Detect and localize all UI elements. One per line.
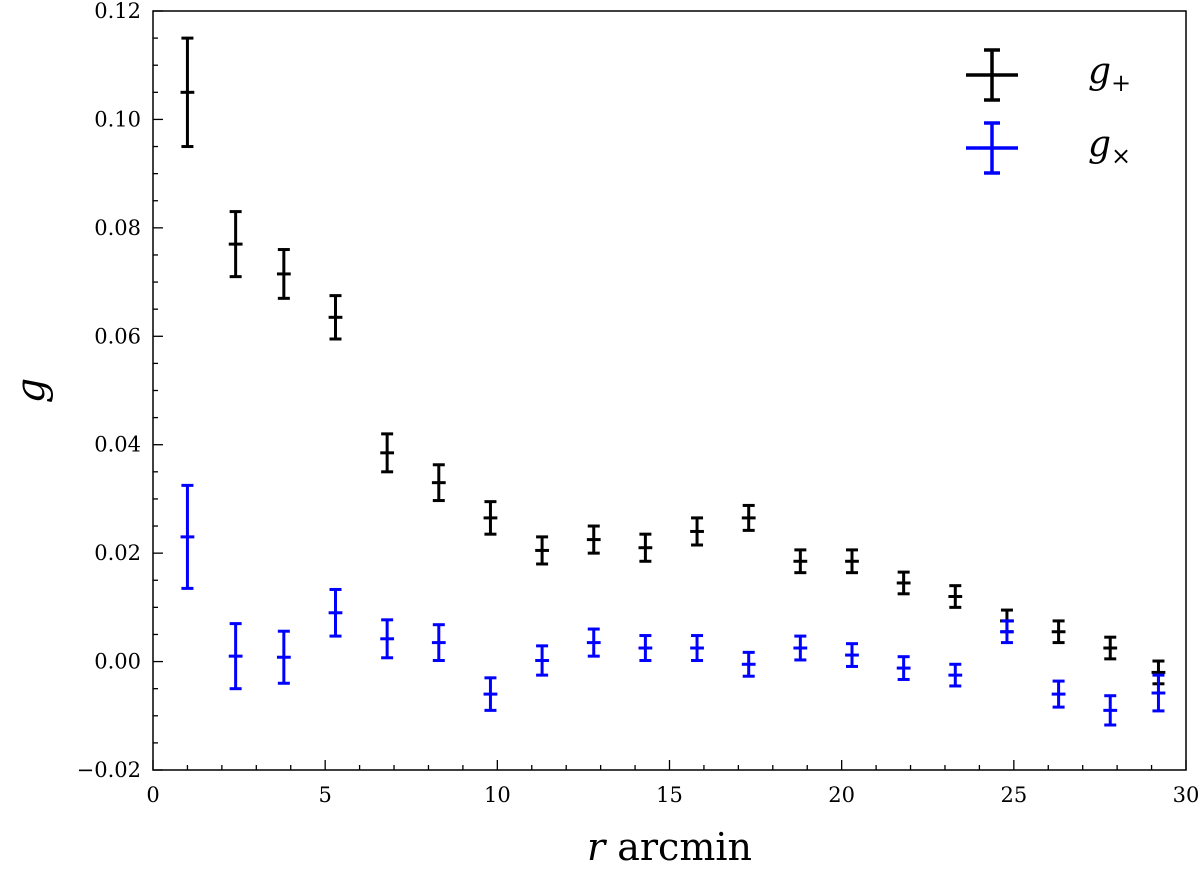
data-point bbox=[690, 516, 704, 547]
data-point bbox=[741, 650, 756, 678]
data-point bbox=[793, 634, 808, 662]
y-tick-label: −0.02 bbox=[77, 758, 141, 782]
series-1 bbox=[180, 483, 1166, 727]
data-point bbox=[483, 500, 498, 536]
data-point bbox=[793, 548, 808, 575]
legend-label: g+ bbox=[1088, 51, 1131, 97]
legend-marker bbox=[966, 121, 1018, 175]
x-axis-label: r arcmin bbox=[587, 825, 752, 869]
data-point bbox=[948, 662, 963, 688]
data-point bbox=[896, 655, 911, 681]
y-tick-label: 0.08 bbox=[94, 216, 141, 240]
x-tick-label: 0 bbox=[146, 783, 159, 807]
x-tick-label: 25 bbox=[1000, 783, 1027, 807]
data-point bbox=[380, 618, 395, 660]
y-tick-label: 0.00 bbox=[94, 650, 141, 674]
data-point bbox=[483, 676, 498, 712]
data-point bbox=[276, 629, 291, 685]
data-point bbox=[741, 503, 756, 532]
data-point bbox=[1103, 694, 1118, 727]
data-point bbox=[845, 548, 859, 575]
data-point bbox=[586, 627, 601, 658]
data-point bbox=[431, 623, 446, 662]
data-point bbox=[535, 535, 549, 566]
y-tick-label: 0.06 bbox=[94, 324, 141, 348]
data-point bbox=[1151, 673, 1166, 713]
x-tick-label: 20 bbox=[828, 783, 855, 807]
data-point bbox=[328, 587, 343, 638]
legend-item-0: g+ bbox=[966, 48, 1131, 102]
y-tick-label: 0.10 bbox=[94, 107, 141, 131]
data-point bbox=[586, 524, 601, 555]
data-point bbox=[638, 532, 653, 563]
y-tick-label: 0.04 bbox=[94, 433, 141, 457]
legend-label: g× bbox=[1088, 124, 1131, 170]
x-tick-label: 15 bbox=[656, 783, 683, 807]
data-point bbox=[180, 36, 195, 149]
data-point bbox=[896, 570, 911, 596]
data-point bbox=[845, 642, 859, 668]
data-point bbox=[690, 634, 704, 662]
y-axis-label: g bbox=[8, 378, 54, 404]
y-tick-label: 0.02 bbox=[94, 541, 141, 565]
y-tick-label: 0.12 bbox=[94, 0, 141, 23]
legend-marker bbox=[966, 48, 1018, 102]
data-point bbox=[535, 644, 549, 677]
data-point bbox=[1051, 679, 1066, 709]
data-point bbox=[228, 210, 243, 279]
x-tick-label: 10 bbox=[484, 783, 511, 807]
data-point bbox=[948, 584, 963, 609]
legend: g+ g× bbox=[966, 48, 1131, 175]
data-point bbox=[638, 634, 653, 662]
series-0 bbox=[180, 36, 1166, 686]
data-point bbox=[1051, 619, 1066, 645]
data-point bbox=[276, 248, 291, 300]
data-point bbox=[431, 463, 446, 503]
x-tick-label: 30 bbox=[1173, 783, 1200, 807]
data-point bbox=[228, 622, 243, 691]
data-point bbox=[328, 294, 343, 341]
data-point bbox=[1103, 635, 1118, 661]
x-tick-label: 5 bbox=[318, 783, 331, 807]
axes: 0 5 10 15 20 25 30 −0.02 0.00 0.02 0.04 0.06 0.08 0.1… bbox=[8, 0, 1199, 869]
data-point bbox=[180, 483, 195, 590]
data-point bbox=[1000, 619, 1014, 645]
legend-item-1: g× bbox=[966, 121, 1131, 175]
data-point bbox=[380, 432, 395, 474]
data-marks bbox=[180, 36, 1166, 727]
